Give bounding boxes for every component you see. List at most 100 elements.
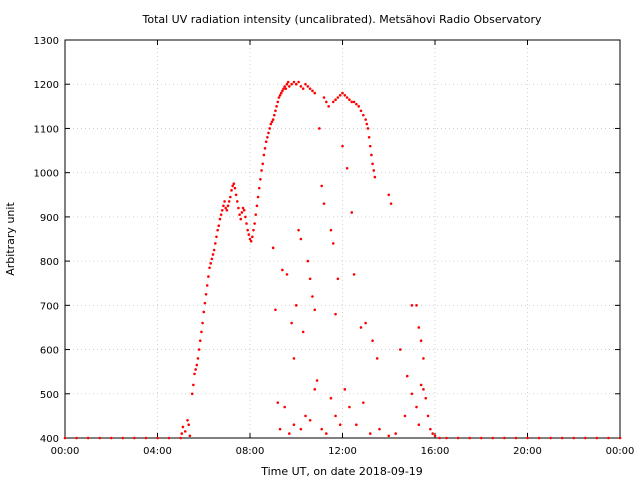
data-points — [63, 80, 622, 440]
data-point — [200, 330, 203, 334]
data-point — [584, 436, 587, 440]
data-point — [424, 396, 428, 400]
data-point — [186, 419, 189, 422]
data-point — [194, 368, 197, 371]
data-point — [215, 235, 218, 239]
data-point — [277, 96, 281, 99]
data-point — [271, 246, 275, 250]
y-tick-label: 1100 — [34, 124, 59, 135]
data-point — [389, 202, 393, 205]
data-point — [419, 383, 423, 387]
data-point — [272, 113, 276, 117]
data-point — [322, 96, 326, 99]
data-point — [181, 425, 185, 429]
data-point — [426, 414, 430, 418]
data-point — [274, 308, 277, 312]
data-point — [431, 432, 434, 435]
data-point — [241, 206, 245, 210]
y-tick-label: 500 — [40, 390, 59, 401]
data-point — [269, 122, 273, 126]
data-point — [355, 423, 358, 427]
data-point — [133, 436, 136, 440]
data-point — [214, 242, 217, 245]
data-point — [257, 186, 261, 190]
data-point — [368, 432, 372, 435]
data-point — [196, 357, 200, 360]
data-point — [211, 253, 215, 256]
data-point — [329, 228, 333, 232]
data-point — [216, 228, 219, 232]
data-point — [308, 419, 312, 422]
data-point — [301, 330, 305, 334]
data-point — [279, 91, 283, 95]
data-point — [219, 213, 223, 216]
data-point — [357, 105, 360, 108]
data-point — [271, 118, 275, 121]
data-point — [167, 436, 171, 440]
data-point — [336, 96, 340, 99]
data-point — [240, 211, 244, 214]
data-point — [121, 436, 125, 440]
data-point — [263, 147, 267, 150]
data-point — [405, 374, 409, 378]
data-point — [365, 122, 369, 126]
data-point — [267, 131, 270, 135]
data-point — [187, 423, 191, 427]
data-point — [364, 118, 367, 121]
data-point — [618, 436, 622, 440]
data-point — [208, 266, 211, 270]
data-point — [334, 414, 337, 418]
data-point — [313, 308, 317, 312]
data-point — [320, 184, 323, 188]
data-point — [375, 357, 379, 360]
data-point — [370, 153, 373, 157]
data-point — [304, 414, 307, 418]
data-point — [367, 135, 371, 139]
data-point — [313, 388, 317, 391]
data-point — [343, 93, 347, 97]
data-point — [491, 436, 495, 440]
data-point — [410, 392, 414, 396]
data-point — [288, 432, 291, 435]
data-point — [468, 436, 471, 440]
data-point — [284, 87, 288, 90]
data-point — [63, 436, 67, 440]
data-point — [261, 162, 265, 166]
data-point — [338, 423, 342, 427]
data-point — [197, 348, 201, 351]
data-point — [285, 82, 289, 86]
data-point — [341, 91, 344, 95]
data-point — [514, 436, 518, 440]
data-point — [98, 436, 101, 440]
data-point — [560, 436, 564, 440]
data-point — [299, 427, 303, 431]
data-point — [350, 211, 354, 214]
data-point — [350, 100, 354, 104]
data-point — [372, 169, 376, 172]
data-point — [292, 423, 296, 427]
data-point — [368, 144, 372, 148]
data-point — [232, 182, 236, 186]
data-point — [338, 93, 342, 97]
data-point — [156, 436, 159, 440]
data-point — [109, 436, 113, 440]
data-point — [222, 204, 225, 208]
data-point — [278, 93, 282, 97]
data-point — [334, 312, 337, 316]
data-point — [278, 427, 282, 431]
data-point — [336, 277, 340, 281]
data-point — [329, 396, 333, 400]
data-point — [313, 91, 317, 95]
data-point — [235, 200, 239, 203]
data-point — [371, 339, 374, 343]
data-point — [403, 414, 407, 418]
data-point — [378, 427, 381, 431]
data-point — [238, 213, 241, 216]
data-point — [331, 100, 335, 104]
data-point — [286, 80, 290, 84]
data-point — [352, 273, 356, 276]
x-tick-label: 20:00 — [513, 446, 542, 457]
data-point — [205, 284, 209, 287]
data-point — [322, 202, 326, 205]
